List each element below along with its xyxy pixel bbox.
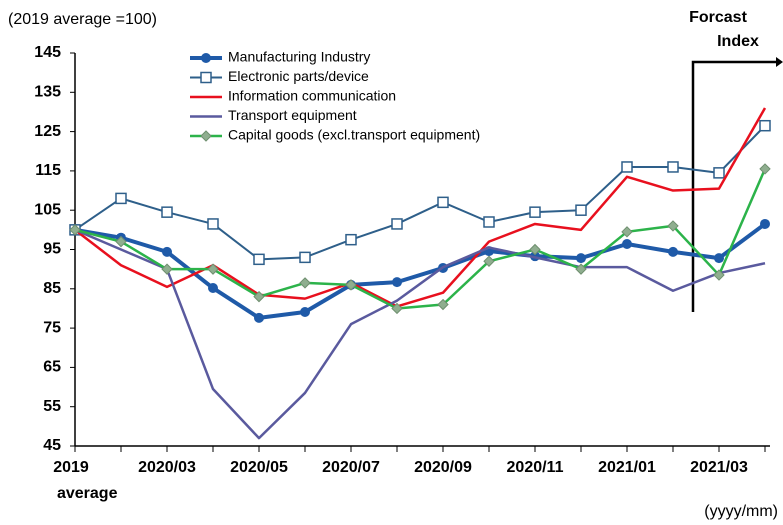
point bbox=[713, 269, 725, 281]
point bbox=[253, 253, 265, 266]
x-tick-label: 2019 average bbox=[53, 459, 118, 502]
point bbox=[300, 306, 310, 317]
point bbox=[345, 279, 357, 291]
point bbox=[161, 263, 173, 275]
y-tick-label: 95 bbox=[43, 241, 61, 258]
series-line bbox=[74, 168, 767, 310]
subtitle: (2019 average =100) bbox=[8, 11, 157, 28]
point bbox=[391, 302, 403, 315]
y-tick-label: 105 bbox=[34, 201, 61, 218]
point bbox=[759, 119, 771, 132]
point bbox=[299, 277, 311, 289]
legend-label: Electronic parts/device bbox=[228, 68, 369, 84]
legend-label: Information communication bbox=[228, 88, 396, 104]
legend-marker bbox=[200, 130, 212, 142]
series-line bbox=[74, 228, 766, 440]
y-tick-label: 135 bbox=[34, 84, 61, 101]
point bbox=[667, 161, 679, 173]
point bbox=[483, 255, 495, 267]
point bbox=[483, 216, 495, 228]
x-tick-label: 2021/03 bbox=[690, 459, 748, 476]
y-tick-label: 45 bbox=[43, 437, 61, 454]
point bbox=[345, 233, 357, 246]
forecast-bracket bbox=[691, 60, 778, 312]
point bbox=[714, 253, 724, 264]
point bbox=[391, 218, 403, 230]
y-tick-label: 75 bbox=[43, 319, 61, 336]
point bbox=[668, 246, 678, 257]
point bbox=[69, 224, 81, 236]
point bbox=[254, 312, 264, 323]
point bbox=[299, 251, 311, 264]
legend-marker bbox=[200, 71, 212, 84]
point bbox=[207, 263, 219, 275]
point bbox=[115, 235, 127, 248]
series-line bbox=[74, 107, 767, 308]
point bbox=[392, 277, 402, 288]
x-tick-label: 2021/01 bbox=[598, 459, 656, 476]
legend-marker bbox=[201, 53, 211, 63]
point bbox=[667, 220, 679, 232]
x-tick-label: 2020/05 bbox=[230, 459, 288, 476]
point bbox=[622, 238, 632, 249]
x-tick-label: 2020/11 bbox=[507, 459, 564, 476]
point bbox=[207, 218, 219, 230]
point bbox=[208, 283, 218, 294]
point bbox=[161, 206, 173, 218]
x-tick-label: 2020/07 bbox=[322, 459, 380, 476]
legend-label: Capital goods (excl.transport equipment) bbox=[228, 127, 480, 143]
series-line bbox=[74, 125, 766, 261]
y-tick-label: 115 bbox=[35, 162, 61, 179]
x-tick-label: 2020/03 bbox=[138, 459, 196, 476]
y-tick-label: 55 bbox=[43, 398, 61, 415]
x-tick-label: 2020/09 bbox=[414, 459, 472, 476]
y-tick-label: 145 bbox=[34, 44, 61, 61]
point bbox=[437, 196, 449, 209]
point bbox=[576, 253, 586, 264]
forecast-label: Forcast bbox=[689, 9, 747, 26]
point bbox=[575, 204, 587, 216]
point bbox=[529, 243, 541, 256]
series-line bbox=[74, 222, 767, 320]
point bbox=[713, 167, 725, 179]
y-tick-label: 125 bbox=[34, 123, 61, 140]
legend-label: Transport equipment bbox=[228, 107, 357, 123]
forecast-arrow bbox=[776, 57, 783, 67]
point bbox=[621, 226, 633, 238]
point bbox=[253, 290, 265, 303]
point bbox=[760, 218, 770, 229]
point bbox=[162, 246, 172, 257]
point bbox=[115, 192, 127, 205]
point bbox=[529, 206, 541, 218]
point bbox=[759, 163, 771, 175]
point bbox=[575, 263, 587, 275]
legend-label: Manufacturing Industry bbox=[228, 49, 370, 65]
y-tick-label: 85 bbox=[43, 280, 61, 297]
x-axis-label: (yyyy/mm) bbox=[704, 503, 778, 520]
y-tick-label: 65 bbox=[43, 359, 61, 376]
forecast-label: Index bbox=[717, 33, 759, 50]
point bbox=[437, 298, 449, 311]
point bbox=[621, 161, 633, 173]
